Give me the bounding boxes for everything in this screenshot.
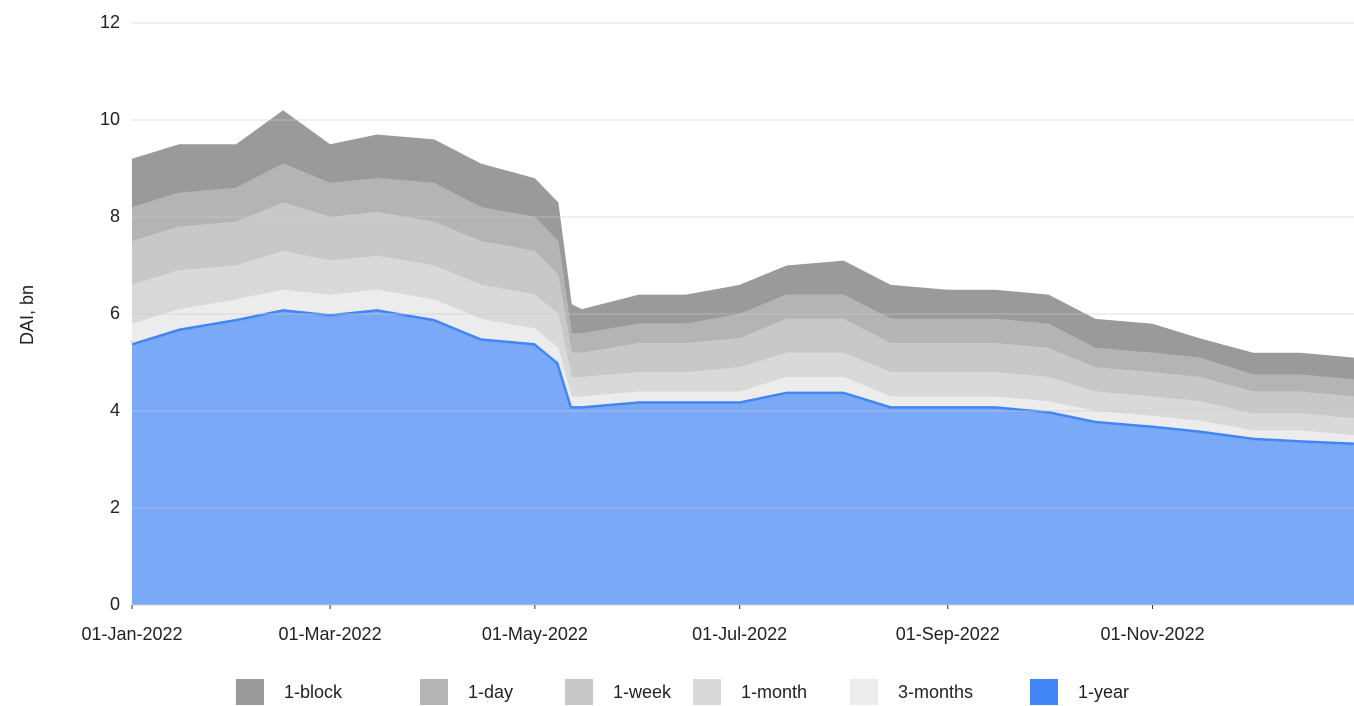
legend-label: 1-year xyxy=(1078,682,1129,702)
legend-label: 1-week xyxy=(613,682,672,702)
y-tick-label: 12 xyxy=(100,12,120,32)
area xyxy=(132,202,1354,419)
area xyxy=(132,163,1354,397)
area xyxy=(132,309,1354,605)
legend-swatch xyxy=(1030,679,1058,705)
y-tick-label: 6 xyxy=(110,303,120,323)
y-tick-label: 4 xyxy=(110,400,120,420)
legend-label: 1-month xyxy=(741,682,807,702)
legend-swatch xyxy=(420,679,448,705)
y-tick-label: 2 xyxy=(110,497,120,517)
legend-label: 3-months xyxy=(898,682,973,702)
legend-label: 1-block xyxy=(284,682,343,702)
x-tick-label: 01-Sep-2022 xyxy=(896,624,1000,644)
legend-label: 1-day xyxy=(468,682,513,702)
x-tick-label: 01-Jul-2022 xyxy=(692,624,787,644)
area xyxy=(132,289,1354,443)
y-tick-label: 8 xyxy=(110,206,120,226)
y-tick-label: 0 xyxy=(110,594,120,614)
legend-swatch xyxy=(236,679,264,705)
y-tick-label: 10 xyxy=(100,109,120,129)
x-tick-label: 01-Mar-2022 xyxy=(279,624,382,644)
legend-swatch xyxy=(565,679,593,705)
area xyxy=(132,250,1354,436)
x-tick-label: 01-May-2022 xyxy=(482,624,588,644)
y-axis-label: DAI, bn xyxy=(17,285,37,345)
x-tick-label: 01-Jan-2022 xyxy=(81,624,182,644)
legend-swatch xyxy=(850,679,878,705)
legend-swatch xyxy=(693,679,721,705)
x-tick-label: 01-Nov-2022 xyxy=(1101,624,1205,644)
area xyxy=(132,110,1354,380)
